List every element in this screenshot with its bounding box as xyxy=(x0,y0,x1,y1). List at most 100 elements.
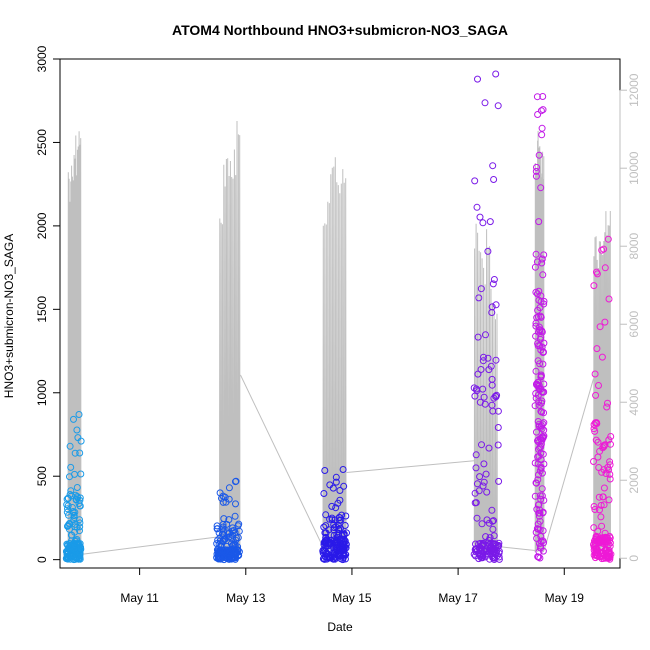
data-point xyxy=(533,163,540,171)
data-point xyxy=(592,551,600,559)
data-point xyxy=(332,523,340,531)
data-point xyxy=(483,488,491,496)
data-point xyxy=(474,333,482,341)
data-point xyxy=(71,520,79,528)
data-point xyxy=(532,322,540,330)
data-point xyxy=(590,503,598,510)
data-point xyxy=(63,508,71,516)
data-point xyxy=(472,464,480,472)
data-point xyxy=(64,502,72,510)
data-point xyxy=(480,353,487,361)
data-point xyxy=(327,554,335,562)
data-point xyxy=(223,520,231,528)
data-point xyxy=(602,549,610,557)
data-point xyxy=(221,493,229,501)
x-tick-label: May 13 xyxy=(226,591,266,605)
y-tick-label: 500 xyxy=(35,466,49,486)
data-point xyxy=(474,75,481,83)
data-point xyxy=(76,519,84,527)
data-point xyxy=(531,402,539,410)
data-point xyxy=(70,512,78,520)
data-point xyxy=(535,323,543,331)
x-tick-label: May 17 xyxy=(438,591,478,605)
x-tick-label: May 19 xyxy=(545,591,585,605)
data-point xyxy=(219,521,227,528)
data-point xyxy=(322,544,329,552)
data-point xyxy=(70,415,77,423)
y2-tick-label: 0 xyxy=(627,555,641,562)
data-point xyxy=(486,555,494,563)
data-point xyxy=(538,433,546,441)
data-point xyxy=(63,501,71,509)
data-point xyxy=(232,536,240,544)
data-point xyxy=(64,505,71,513)
data-point xyxy=(486,218,494,226)
data-point xyxy=(479,219,487,227)
data-point xyxy=(485,366,493,374)
data-point xyxy=(76,554,84,562)
data-point xyxy=(63,550,71,557)
data-point xyxy=(539,508,547,516)
data-point xyxy=(339,539,346,547)
data-point xyxy=(73,426,81,434)
altitude-leg-line xyxy=(218,120,241,553)
data-point xyxy=(495,542,503,550)
data-point xyxy=(71,449,79,457)
data-point xyxy=(64,542,72,550)
data-point xyxy=(320,490,328,497)
data-point xyxy=(535,151,543,159)
data-point xyxy=(597,501,605,509)
data-point xyxy=(604,399,611,407)
data-point xyxy=(72,491,80,499)
data-point xyxy=(534,476,542,484)
data-point xyxy=(539,360,547,368)
data-point xyxy=(596,447,604,455)
data-point xyxy=(594,438,602,446)
data-point xyxy=(488,401,496,409)
data-point xyxy=(332,473,340,481)
data-point xyxy=(482,331,489,339)
data-point xyxy=(602,470,610,477)
data-point xyxy=(490,540,498,548)
data-point xyxy=(68,551,76,559)
data-point xyxy=(494,441,502,449)
data-point xyxy=(71,470,78,478)
data-point xyxy=(477,366,485,373)
data-point xyxy=(476,473,484,481)
data-point xyxy=(595,382,602,389)
data-point xyxy=(340,531,348,539)
data-point xyxy=(539,106,547,114)
data-point xyxy=(591,427,599,435)
data-point xyxy=(321,529,329,537)
data-point xyxy=(606,539,614,547)
chart-title: ATOM4 Northbound HNO3+submicron-NO3_SAGA xyxy=(172,22,508,38)
data-point xyxy=(489,280,497,288)
data-point xyxy=(481,99,489,107)
data-point xyxy=(606,534,614,542)
data-point xyxy=(320,554,328,562)
y-tick-label: 2000 xyxy=(35,212,49,239)
data-point xyxy=(332,504,340,512)
data-point xyxy=(470,384,478,392)
data-point xyxy=(540,297,548,305)
y-axis-right: 0 2000 4000 6000 8000 10000 12000 xyxy=(619,73,641,562)
data-point xyxy=(536,506,544,514)
data-point xyxy=(533,428,540,436)
data-point xyxy=(605,295,613,303)
data-point xyxy=(600,484,608,492)
y2-tick-label: 8000 xyxy=(627,233,641,260)
data-point xyxy=(538,327,546,335)
data-point xyxy=(490,276,498,283)
data-point xyxy=(471,177,479,185)
data-point xyxy=(326,515,334,523)
data-point xyxy=(531,459,539,467)
data-point xyxy=(234,546,242,554)
data-point xyxy=(321,539,329,547)
data-point xyxy=(538,124,546,132)
altitude-transit-line xyxy=(543,378,594,551)
altitude-transit-line xyxy=(240,374,324,547)
data-point xyxy=(592,391,600,399)
data-point xyxy=(606,475,614,483)
data-point xyxy=(605,549,613,557)
